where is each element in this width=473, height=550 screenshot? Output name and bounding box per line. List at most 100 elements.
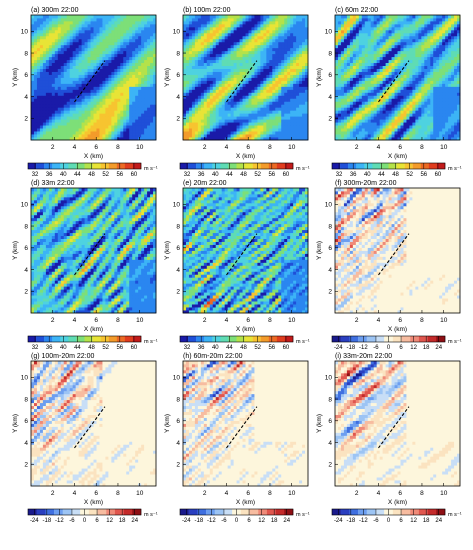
heatmap-cell [81, 83, 85, 87]
heatmap-cell [105, 83, 109, 87]
heatmap-cell [138, 47, 142, 52]
heatmap-cell [245, 86, 249, 90]
heatmap-cell [60, 44, 65, 49]
heatmap-cell [212, 80, 217, 84]
heatmap-cell [185, 122, 190, 126]
heatmap-cell [421, 131, 425, 135]
heatmap-cell [54, 110, 59, 114]
heatmap-cell [120, 62, 124, 66]
colorbar-swatch [28, 163, 37, 169]
heatmap-cell [138, 125, 142, 129]
heatmap-cell [227, 44, 232, 49]
heatmap-cell [269, 131, 273, 135]
heatmap-cell [424, 71, 428, 75]
heatmap-cell [233, 41, 237, 46]
heatmap-cell [150, 47, 154, 52]
heatmap-cell [335, 62, 339, 66]
heatmap-cell [188, 56, 193, 61]
heatmap-cell [135, 131, 139, 135]
heatmap-cell [278, 95, 282, 99]
heatmap-cell [409, 83, 413, 87]
heatmap-cell [147, 137, 151, 141]
heatmap-cell [66, 38, 71, 43]
heatmap-cell [197, 65, 202, 69]
heatmap-cell [200, 53, 205, 58]
heatmap-cell [364, 101, 369, 105]
heatmap-cell [290, 125, 294, 129]
heatmap-cell [54, 116, 59, 120]
heatmap-cell [150, 68, 154, 72]
heatmap-cell [364, 107, 369, 111]
heatmap-cell [340, 122, 345, 126]
colorbar-swatch [44, 163, 53, 169]
heatmap-cell [144, 122, 148, 126]
heatmap-cell [144, 92, 148, 96]
heatmap-cell [394, 59, 398, 64]
heatmap-cell [51, 71, 56, 75]
heatmap-cell [385, 104, 389, 108]
heatmap-cell [45, 95, 50, 99]
heatmap-cell [42, 107, 47, 111]
heatmap-cell [48, 137, 53, 141]
heatmap-cell [236, 74, 240, 78]
heatmap-cell [448, 50, 452, 55]
heatmap-cell [206, 26, 211, 31]
heatmap-cell [403, 80, 407, 84]
heatmap-cell [305, 59, 309, 64]
heatmap-cell [448, 86, 452, 90]
heatmap-cell [415, 53, 419, 58]
heatmap-cell [281, 95, 285, 99]
heatmap-cell [48, 59, 53, 64]
heatmap-cell [51, 35, 56, 40]
heatmap-cell [275, 116, 279, 120]
heatmap-cell [433, 98, 437, 102]
heatmap-cell [373, 131, 378, 135]
heatmap-cell [129, 38, 133, 43]
heatmap-cell [260, 86, 264, 90]
heatmap-cell [102, 35, 106, 40]
heatmap-cell [248, 53, 252, 58]
heatmap-cell [427, 137, 431, 141]
heatmap-cell [451, 101, 455, 105]
heatmap-cell [51, 104, 56, 108]
heatmap-cell [111, 95, 115, 99]
heatmap-cell [445, 107, 449, 111]
heatmap-cell [358, 83, 363, 87]
heatmap-cell [430, 65, 434, 69]
heatmap-cell [90, 59, 94, 64]
heatmap-cell [367, 101, 372, 105]
heatmap-cell [245, 125, 249, 129]
heatmap-cell [379, 131, 384, 135]
heatmap-cell [96, 137, 100, 141]
heatmap-cell [69, 50, 74, 55]
heatmap-cell [290, 35, 294, 40]
heatmap-cell [415, 50, 419, 55]
heatmap-cell [221, 89, 226, 93]
heatmap-cell [388, 68, 392, 72]
heatmap-cell [45, 128, 50, 132]
heatmap-cell [120, 35, 124, 40]
heatmap-cell [296, 86, 300, 90]
heatmap-cell [224, 83, 229, 87]
colorbar-tick-label: 36 [46, 172, 53, 178]
heatmap-cell [352, 104, 357, 108]
heatmap-cell [287, 92, 291, 96]
heatmap-cell [427, 44, 431, 49]
heatmap-cell [111, 107, 115, 111]
heatmap-cell [84, 89, 88, 93]
heatmap-cell [349, 122, 354, 126]
heatmap-cell [215, 53, 220, 58]
heatmap-cell [120, 53, 124, 58]
heatmap-cell [45, 92, 50, 96]
heatmap-cell [391, 101, 395, 105]
heatmap-cell [263, 89, 267, 93]
heatmap-cell [233, 95, 237, 99]
heatmap-cell [114, 47, 118, 52]
heatmap-cell [45, 35, 50, 40]
heatmap-cell [81, 71, 85, 75]
heatmap-cell [436, 77, 440, 81]
heatmap-cell [45, 71, 50, 75]
heatmap-cell [269, 104, 273, 108]
heatmap-cell [138, 131, 142, 135]
heatmap-cell [418, 44, 422, 49]
